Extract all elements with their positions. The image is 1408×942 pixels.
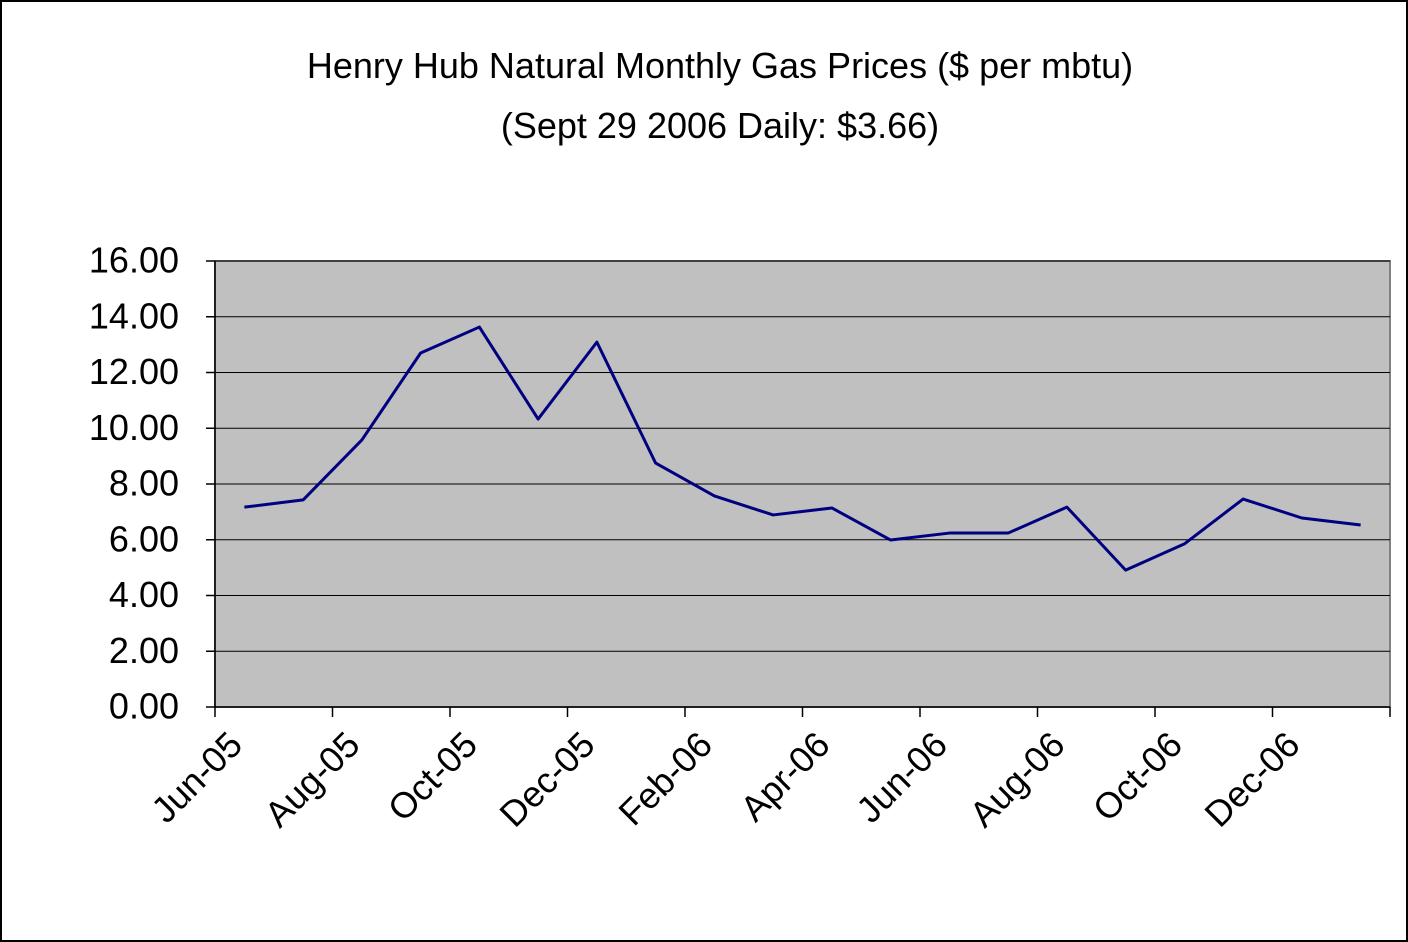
chart-subtitle: (Sept 29 2006 Daily: $3.66) xyxy=(501,105,939,146)
y-tick-label: 14.00 xyxy=(89,295,179,336)
y-tick-label: 10.00 xyxy=(89,407,179,448)
y-tick-label: 4.00 xyxy=(109,574,179,615)
y-tick-label: 6.00 xyxy=(109,518,179,559)
y-tick-label: 16.00 xyxy=(89,240,179,281)
y-tick-label: 2.00 xyxy=(109,630,179,671)
y-tick-label: 8.00 xyxy=(109,463,179,504)
data-line xyxy=(244,325,1361,572)
chart-title: Henry Hub Natural Monthly Gas Prices ($ … xyxy=(307,45,1133,86)
y-tick-label: 12.00 xyxy=(89,351,179,392)
y-tick-label: 0.00 xyxy=(109,686,179,727)
